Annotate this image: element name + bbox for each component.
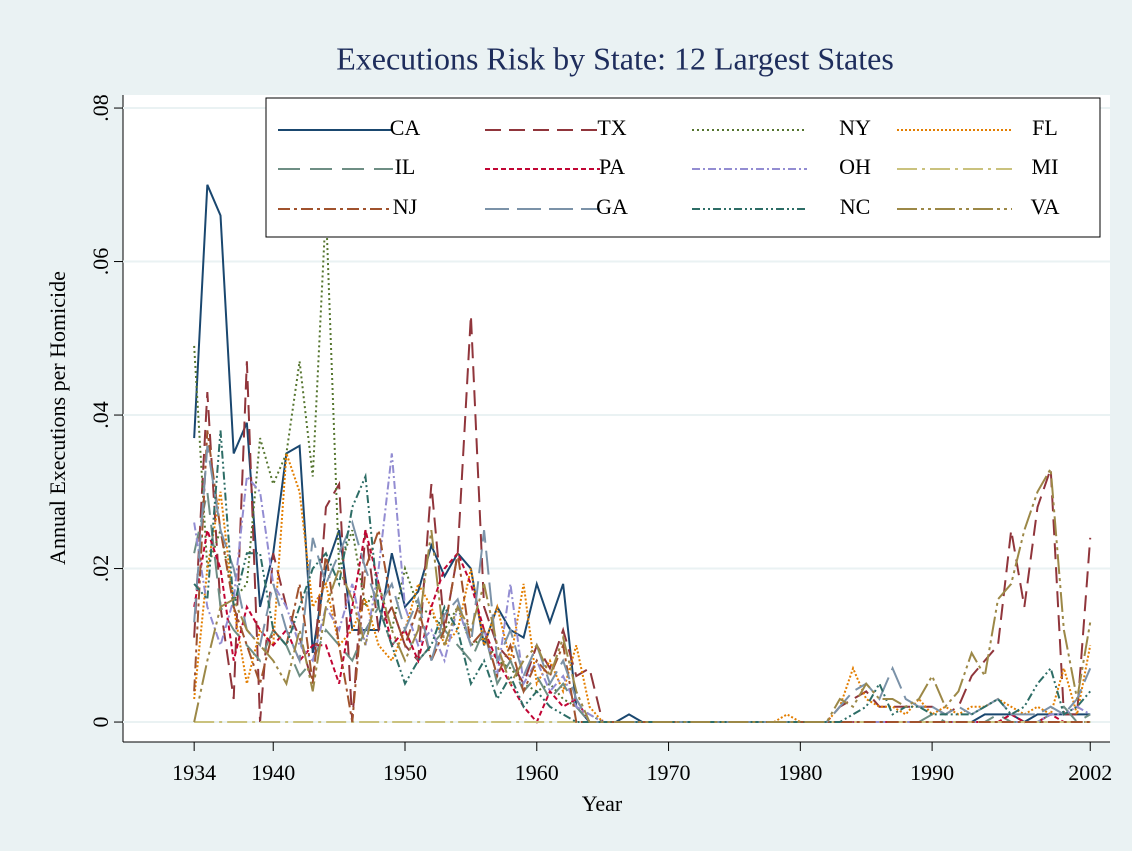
legend-label: FL [1032,115,1058,140]
x-axis-label: Year [582,791,623,816]
series-line [193,430,1091,724]
x-tick-label: 1934 [172,760,216,785]
legend-label: VA [1031,194,1060,219]
y-tick-label: .04 [88,401,113,429]
x-tick-label: 2002 [1068,760,1112,785]
x-tick-label: 1970 [647,760,691,785]
legend-label: PA [599,154,625,179]
legend-label: IL [395,154,416,179]
x-tick-label: 1960 [515,760,559,785]
legend-label: MI [1032,154,1059,179]
legend-label: GA [596,194,628,219]
x-tick-label: 1980 [778,760,822,785]
y-tick-label: .06 [88,248,113,276]
legend-label: OH [839,154,871,179]
x-tick-label: 1950 [383,760,427,785]
chart-title: Executions Risk by State: 12 Largest Sta… [336,40,894,76]
y-axis-label: Annual Executions per Homicide [45,271,70,565]
legend-label: NC [840,194,871,219]
series-line [193,465,1092,724]
legend-label: TX [597,115,626,140]
legend-label: NY [839,115,871,140]
legend-label: CA [390,115,421,140]
x-tick-label: 1990 [910,760,954,785]
series-line [193,445,1092,724]
x-tick-label: 1940 [251,760,295,785]
y-tick-label: .08 [88,94,113,122]
y-tick-label: .02 [88,555,113,583]
y-tick-label: 0 [88,717,113,728]
legend-box [265,97,1101,238]
legend: CA TX NY FL IL PA OH MI NJ GA NC VA [265,97,1101,238]
legend-label: NJ [393,194,418,219]
